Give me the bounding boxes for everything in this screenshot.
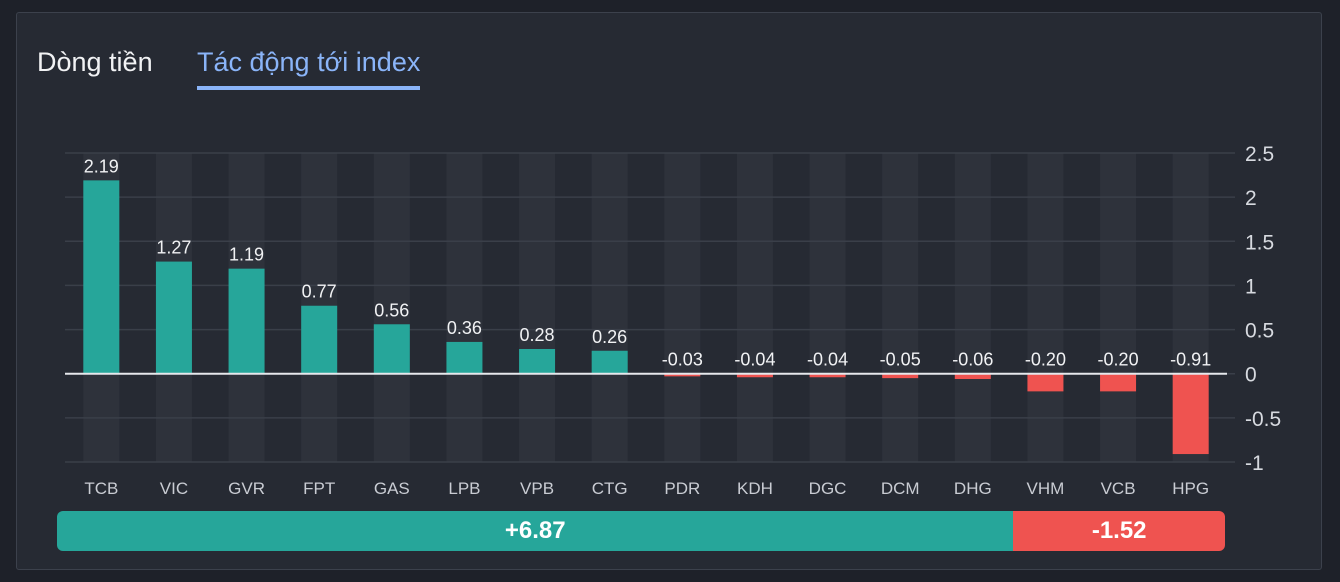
data-label: -0.20 <box>1025 350 1066 370</box>
y-tick-label: 1 <box>1245 275 1257 298</box>
data-label: 1.19 <box>229 245 264 265</box>
column-background <box>736 153 773 462</box>
x-tick-label: DGC <box>809 479 847 498</box>
bar-vcb <box>1100 373 1137 392</box>
data-label: 1.27 <box>156 238 191 258</box>
bar-vhm <box>1027 373 1064 392</box>
x-tick-label: VCB <box>1101 479 1136 498</box>
bar-vpb <box>519 348 556 374</box>
bar-lpb <box>446 341 483 374</box>
tab-index-impact[interactable]: Tác động tới index <box>197 47 421 90</box>
x-tick-label: DHG <box>954 479 992 498</box>
x-tick-label: DCM <box>881 479 920 498</box>
bar-pdr <box>664 373 701 377</box>
bar-gvr <box>228 268 265 374</box>
data-label: -0.04 <box>807 350 848 370</box>
bar-hpg <box>1172 373 1209 455</box>
x-tick-label: FPT <box>303 479 335 498</box>
x-tick-label: LPB <box>448 479 480 498</box>
x-tick-label: TCB <box>84 479 118 498</box>
column-background <box>882 153 919 462</box>
data-label: 0.56 <box>374 300 409 320</box>
data-label: 0.26 <box>592 327 627 347</box>
data-label: 0.28 <box>520 325 555 345</box>
column-background <box>664 153 701 462</box>
column-background <box>1027 153 1064 462</box>
bar-fpt <box>301 305 338 374</box>
bar-ctg <box>591 350 628 374</box>
y-tick-label: 2 <box>1245 187 1257 210</box>
data-label: -0.04 <box>734 350 775 370</box>
negative-total-segment: -1.52 <box>1013 511 1225 551</box>
x-tick-label: GAS <box>374 479 410 498</box>
index-impact-panel: Dòng tiền Tác động tới index 2.5 2 1.5 1 0.5… <box>16 12 1322 570</box>
data-label: 0.77 <box>302 282 337 302</box>
column-background <box>446 153 483 462</box>
column-background <box>519 153 556 462</box>
x-tick-label: VIC <box>160 479 188 498</box>
y-tick-label: -1 <box>1245 452 1264 475</box>
x-tick-label: PDR <box>664 479 700 498</box>
bar-dcm <box>882 373 919 379</box>
impact-summary-bar: +6.87 -1.52 <box>57 511 1225 551</box>
y-tick-label: 2.5 <box>1245 143 1274 166</box>
bar-vic <box>155 261 192 374</box>
x-tick-label: VHM <box>1027 479 1065 498</box>
bar-tcb <box>83 180 120 374</box>
bar-dhg <box>954 373 991 380</box>
data-label: -0.05 <box>880 350 921 370</box>
tab-money-flow[interactable]: Dòng tiền <box>37 47 153 77</box>
x-tick-label: VPB <box>520 479 554 498</box>
x-tick-label: HPG <box>1172 479 1209 498</box>
data-label: -0.03 <box>662 350 703 370</box>
x-tick-label: KDH <box>737 479 773 498</box>
y-tick-label: 0 <box>1245 364 1257 387</box>
bar-gas <box>373 324 410 374</box>
y-tick-label: 1.5 <box>1245 231 1274 254</box>
column-background <box>373 153 410 462</box>
data-label: 2.19 <box>84 156 119 176</box>
positive-total-label: +6.87 <box>504 517 566 544</box>
data-label: 0.36 <box>447 318 482 338</box>
negative-total-label: -1.52 <box>1091 517 1147 544</box>
column-background <box>954 153 991 462</box>
index-impact-bar-chart: 2.5 2 1.5 1 0.5 0 -0.5 -1 2.19 TCB 1.27 VIC 1.19 GVR 0… <box>65 143 1281 498</box>
positive-total-segment: +6.87 <box>57 511 1014 551</box>
y-tick-label: 0.5 <box>1245 320 1274 343</box>
column-background <box>809 153 846 462</box>
column-background <box>591 153 628 462</box>
column-background <box>1100 153 1137 462</box>
data-label: -0.06 <box>952 350 993 370</box>
bar-kdh <box>736 373 773 378</box>
x-tick-label: CTG <box>592 479 628 498</box>
bar-dgc <box>809 373 846 378</box>
data-label: -0.20 <box>1098 350 1139 370</box>
y-tick-label: -0.5 <box>1245 408 1281 431</box>
x-tick-label: GVR <box>228 479 265 498</box>
data-label: -0.91 <box>1170 350 1211 370</box>
